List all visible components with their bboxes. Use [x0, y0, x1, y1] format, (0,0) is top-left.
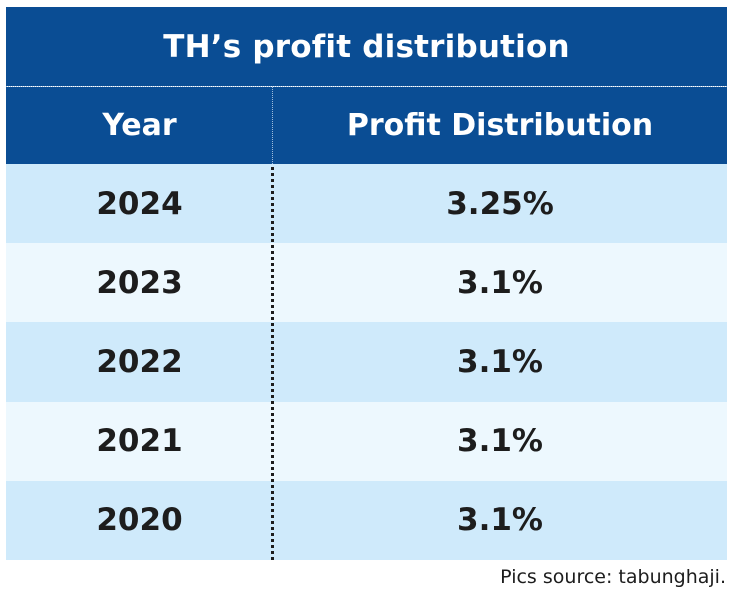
column-divider	[271, 167, 274, 560]
distribution-cell: 3.1%	[457, 264, 543, 301]
column-header-profit-distribution: Profit Distribution	[346, 108, 654, 143]
year-cell: 2022	[96, 343, 183, 380]
header-column-divider	[272, 87, 273, 164]
table-row: 2021 3.1%	[6, 401, 727, 481]
year-cell: 2024	[96, 185, 183, 222]
table-row: 2023 3.1%	[6, 243, 727, 323]
year-cell: 2020	[96, 502, 183, 539]
table-row: 2024 3.25%	[6, 164, 727, 244]
table-row: 2020 3.1%	[6, 480, 727, 560]
title-divider	[6, 86, 727, 87]
year-cell: 2023	[96, 264, 183, 301]
table-body: 2024 3.25% 2023 3.1% 2022 3.1% 2021 3.1%…	[6, 164, 727, 560]
distribution-cell: 3.1%	[457, 502, 543, 539]
year-cell: 2021	[96, 423, 183, 460]
header-row: Year Profit Distribution	[6, 87, 727, 164]
distribution-cell: 3.25%	[446, 185, 554, 222]
table-title: TH’s profit distribution	[6, 7, 727, 86]
distribution-cell: 3.1%	[457, 423, 543, 460]
source-credit: Pics source: tabunghaji.	[500, 566, 726, 588]
profit-table: TH’s profit distribution Year Profit Dis…	[6, 7, 727, 560]
column-header-year: Year	[102, 108, 177, 143]
distribution-cell: 3.1%	[457, 343, 543, 380]
table-row: 2022 3.1%	[6, 322, 727, 402]
